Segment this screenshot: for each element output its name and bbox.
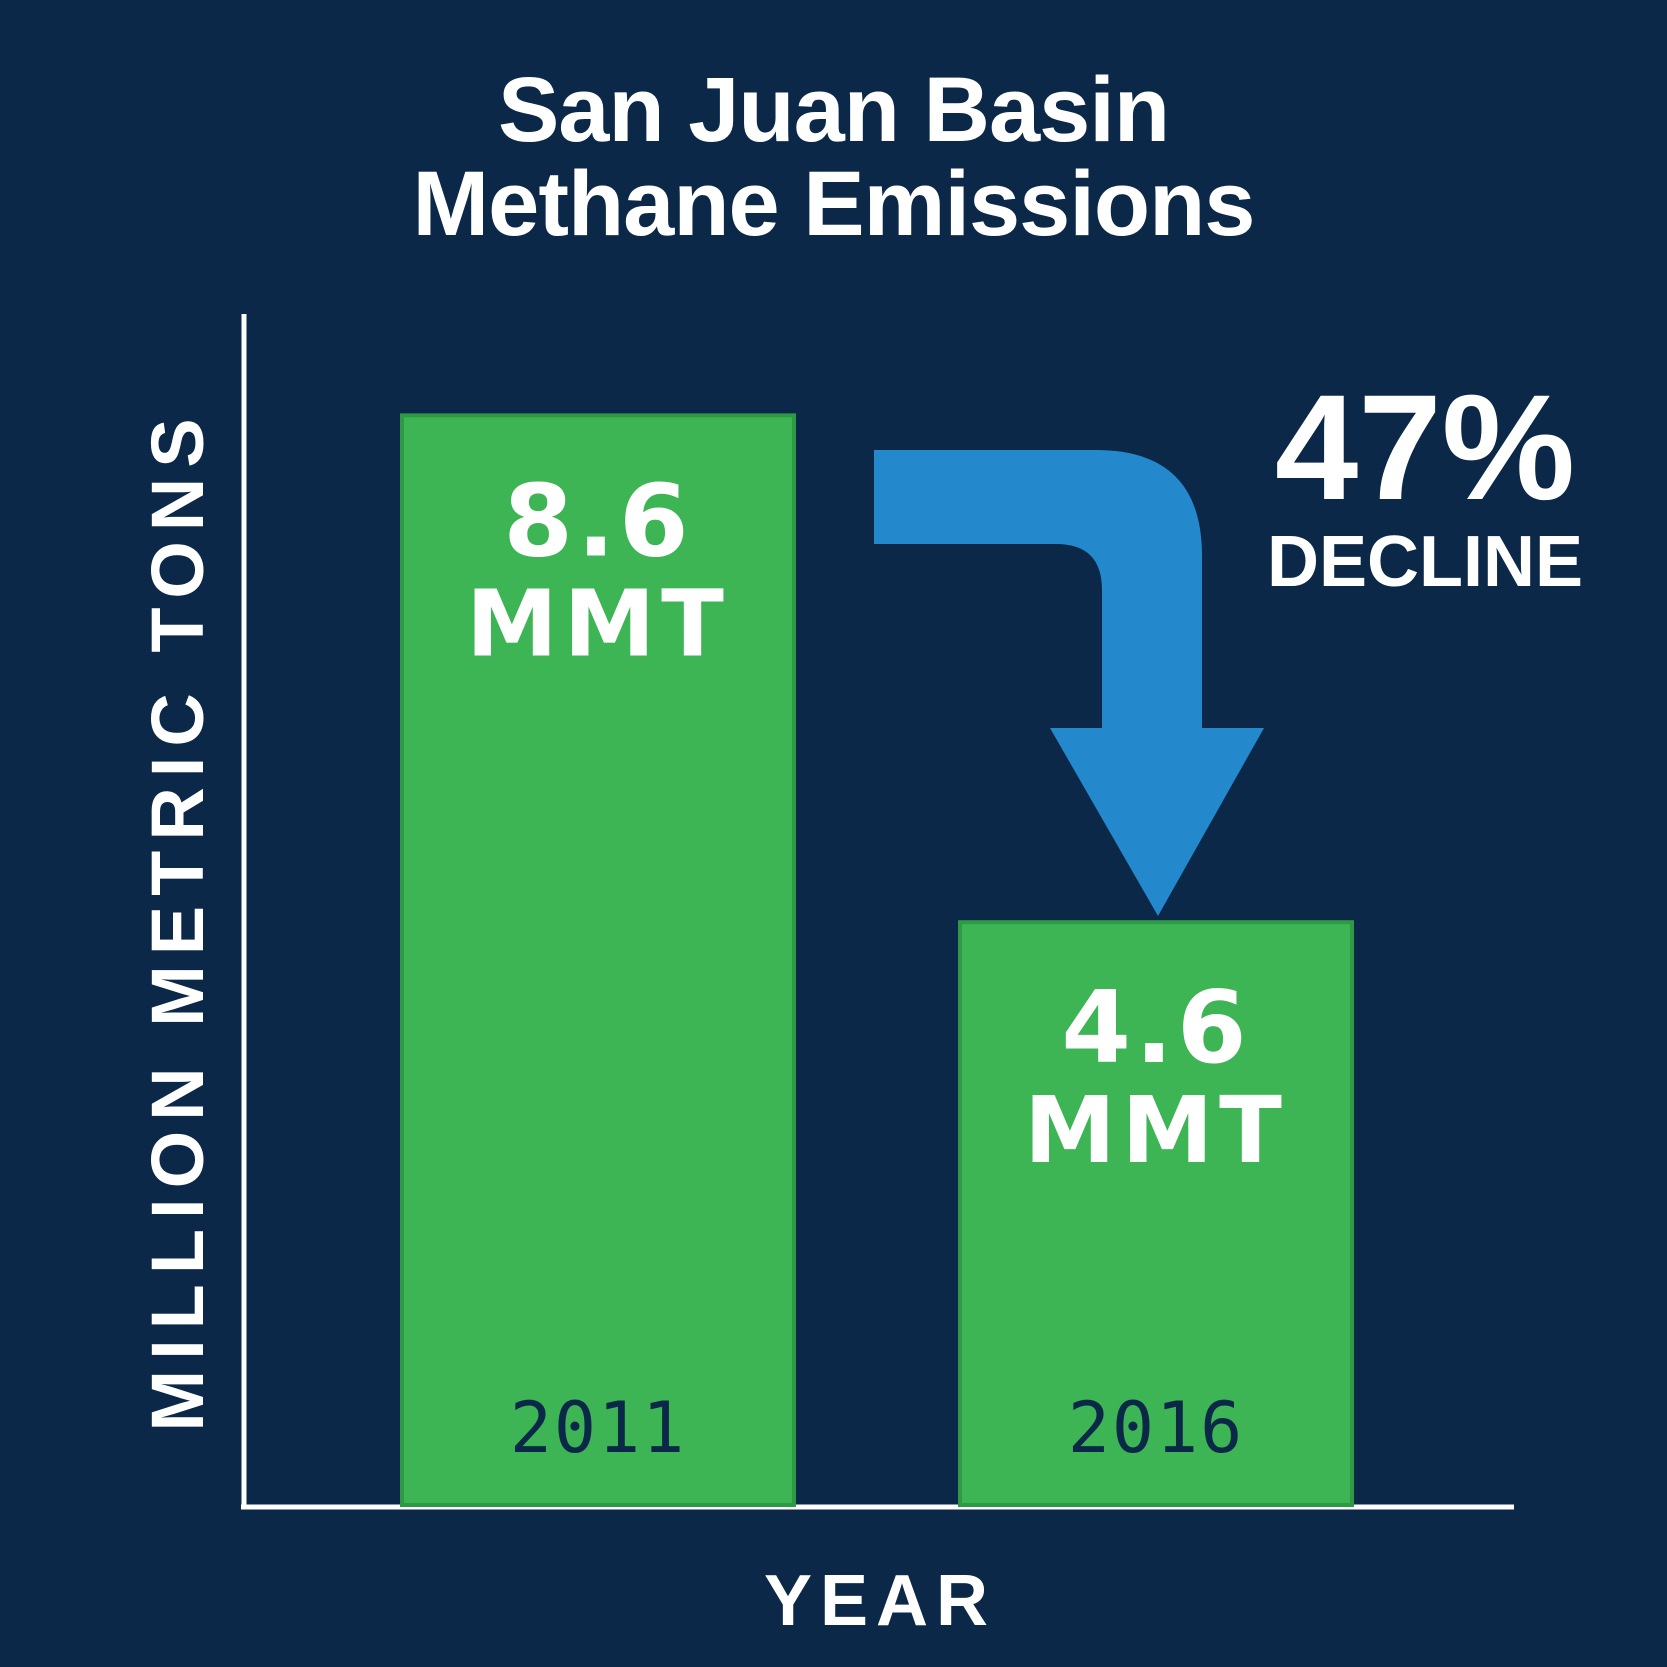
bar-2016 xyxy=(958,920,1354,1507)
bar-unit-label: MMT xyxy=(1024,1077,1288,1184)
chart-title-line-2: Methane Emissions xyxy=(412,153,1256,255)
decline-label: DECLINE xyxy=(1266,522,1584,602)
chart-title-line-1: San Juan Basin xyxy=(497,59,1170,161)
decline-percent: 47% xyxy=(1274,363,1576,531)
decline-arrow xyxy=(874,450,1264,916)
x-axis-label: YEAR xyxy=(763,1561,997,1641)
bar-value-label: 8.6 xyxy=(503,462,692,579)
bar-value-label: 4.6 xyxy=(1061,969,1250,1086)
y-axis-label: MILLION METRIC TONS xyxy=(136,408,219,1432)
x-tick-label: 2011 xyxy=(510,1387,687,1469)
x-tick-label: 2016 xyxy=(1068,1387,1245,1469)
bar-2011 xyxy=(400,413,796,1507)
bar-unit-label: MMT xyxy=(466,570,730,677)
